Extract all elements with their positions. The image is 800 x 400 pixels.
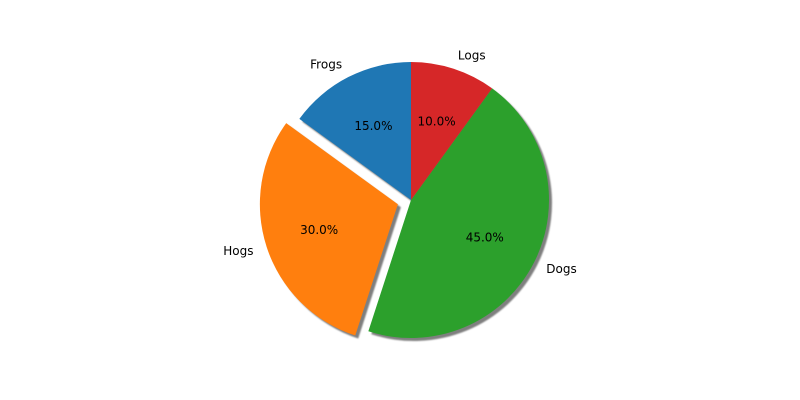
pie-label-hogs: Hogs [223, 244, 253, 258]
pie-percent-dogs: 45.0% [466, 231, 504, 245]
pie-label-dogs: Dogs [546, 262, 576, 276]
pie-percent-hogs: 30.0% [300, 223, 338, 237]
pie-percent-frogs: 15.0% [354, 119, 392, 133]
pie-slice-layer [259, 62, 549, 338]
pie-slice-logs [411, 62, 493, 200]
pie-label-logs: Logs [458, 49, 486, 63]
pie-percent-logs: 10.0% [418, 114, 456, 128]
pie-slice-dogs [368, 88, 549, 338]
pie-slice-frogs [299, 62, 411, 200]
pie-slice-hogs [259, 123, 398, 336]
pie-label-layer: Frogs 15.0% Hogs 30.0% Dogs 45.0% Logs 10.0% [223, 49, 576, 276]
pie-label-frogs: Frogs [310, 58, 342, 72]
